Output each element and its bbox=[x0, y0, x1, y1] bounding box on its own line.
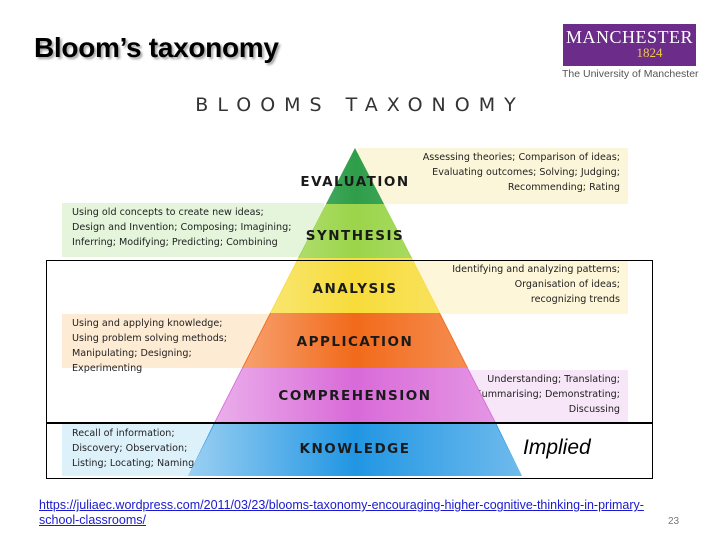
knowledge-frame bbox=[46, 422, 653, 479]
tier-label-comprehension: COMPREHENSION bbox=[278, 388, 431, 404]
slide-title: Bloom’s taxonomy bbox=[34, 32, 279, 63]
tier-label-evaluation: EVALUATION bbox=[300, 174, 409, 190]
tier-label-application: APPLICATION bbox=[297, 334, 414, 350]
diagram-heading: BLOOMS TAXONOMY bbox=[195, 94, 525, 116]
lower-order-frame bbox=[46, 260, 653, 424]
tier-label-synthesis: SYNTHESIS bbox=[306, 228, 405, 244]
evaluation-description: Assessing theories; Comparison of ideas;… bbox=[358, 148, 628, 204]
tier-label-knowledge: KNOWLEDGE bbox=[300, 441, 411, 457]
logo-year: 1824 bbox=[636, 45, 663, 60]
university-logo: MANCHESTER 1824 bbox=[563, 24, 696, 66]
application-description: Using and applying knowledge; Using prob… bbox=[62, 314, 274, 374]
tier-label-analysis: ANALYSIS bbox=[313, 281, 398, 297]
logo-name: MANCHESTER bbox=[565, 27, 693, 47]
logo-subtitle: The University of Manchester bbox=[562, 68, 699, 80]
synthesis-description: Using old concepts to create new ideas; … bbox=[62, 203, 324, 257]
implied-label: Implied bbox=[523, 436, 591, 459]
pyramid-highlight bbox=[188, 148, 522, 476]
source-link[interactable]: https://juliaec.wordpress.com/2011/03/23… bbox=[39, 498, 644, 527]
page-number: 23 bbox=[668, 516, 680, 527]
